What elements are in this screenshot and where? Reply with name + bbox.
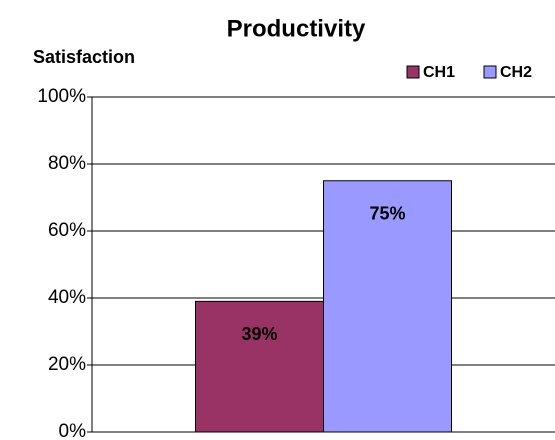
legend-label: CH2 <box>500 64 532 81</box>
bar <box>323 180 452 433</box>
legend-swatch <box>483 65 497 79</box>
legend-label: CH1 <box>423 64 455 81</box>
y-tick-label: 40% <box>48 287 86 308</box>
y-tick-label: 0% <box>59 421 87 440</box>
legend-swatch <box>406 65 420 79</box>
chart-title: Productivity <box>227 15 366 42</box>
y-tick-label: 80% <box>48 153 86 174</box>
y-tick-label: 60% <box>48 220 86 241</box>
data-label: 39% <box>241 324 277 344</box>
y-tick-label: 20% <box>48 354 86 375</box>
y-tick-label: 100% <box>37 86 86 107</box>
bar <box>195 300 324 433</box>
data-label: 75% <box>369 204 405 224</box>
y-axis-label: Satisfaction <box>33 47 135 67</box>
